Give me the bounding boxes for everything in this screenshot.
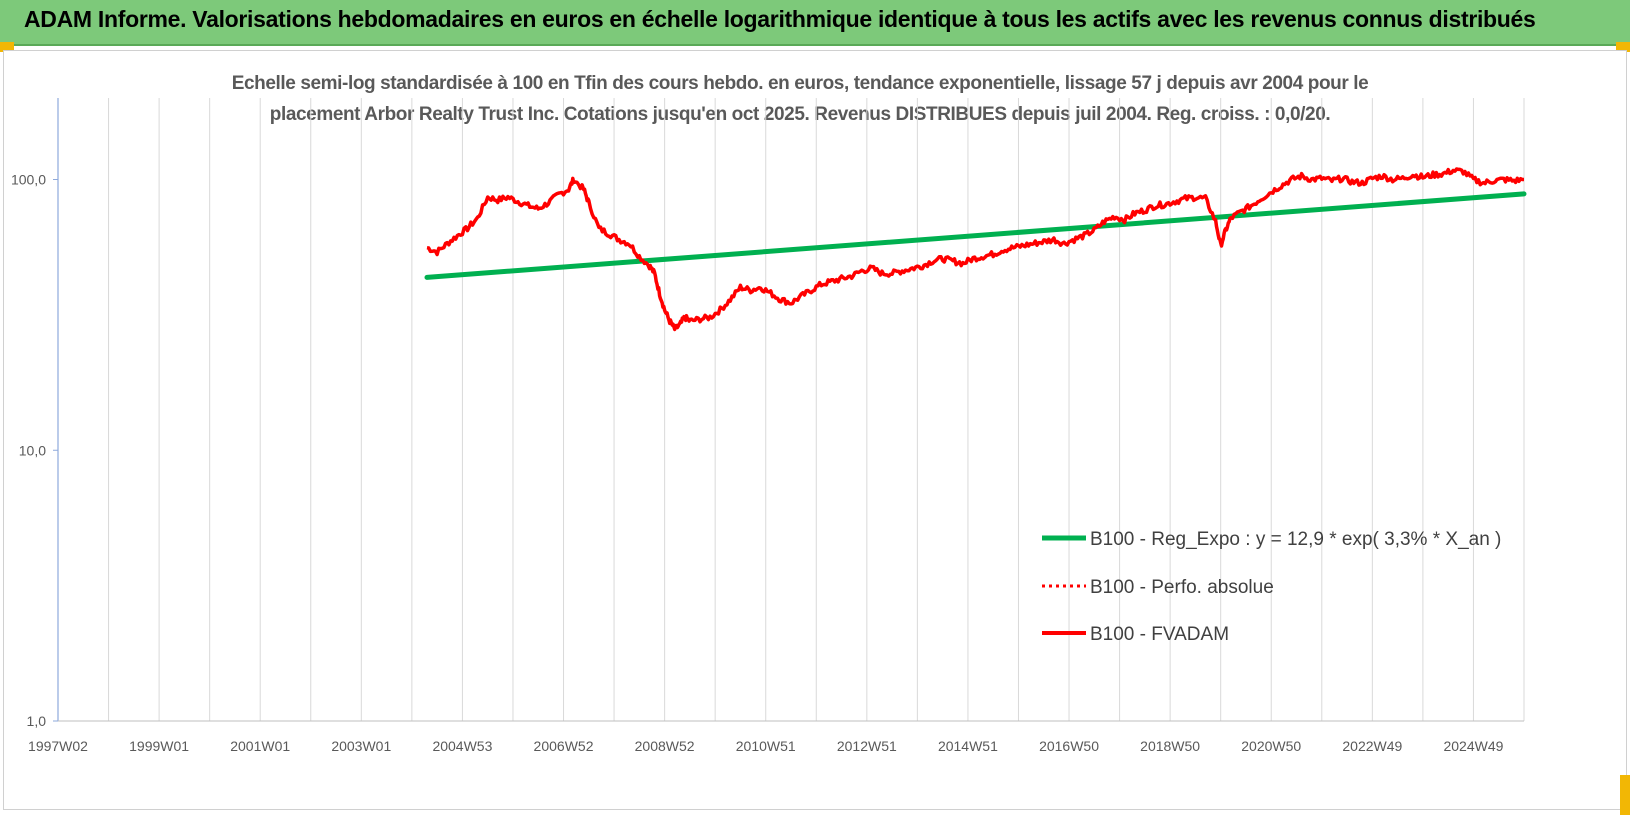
legend-entry: B100 - FVADAM xyxy=(1090,624,1229,645)
y-tick-label: 100,0 xyxy=(11,172,46,188)
y-tick-label: 1,0 xyxy=(27,713,47,729)
x-tick-label: 2018W50 xyxy=(1140,738,1200,754)
x-tick-label: 2008W52 xyxy=(635,738,695,754)
chart-frame xyxy=(3,50,1627,810)
x-tick-label: 1999W01 xyxy=(129,738,189,754)
page-title: ADAM Informe. Valorisations hebdomadaire… xyxy=(24,6,1536,32)
x-tick-label: 2006W52 xyxy=(534,738,594,754)
corner-marker-left xyxy=(0,42,14,52)
x-tick-label: 2024W49 xyxy=(1443,738,1503,754)
legend-entry: B100 - Perfo. absolue xyxy=(1090,577,1274,598)
chart-title-line-1: Echelle semi-log standardisée à 100 en T… xyxy=(231,73,1369,94)
x-tick-label: 2010W51 xyxy=(736,738,796,754)
series-line-fvadam xyxy=(426,167,1525,332)
x-tick-label: 2014W51 xyxy=(938,738,998,754)
x-tick-label: 2022W49 xyxy=(1342,738,1402,754)
chart-title-line-2: placement Arbor Realty Trust Inc. Cotati… xyxy=(269,104,1331,125)
x-tick-label: 2016W50 xyxy=(1039,738,1099,754)
x-tick-label: 2003W01 xyxy=(331,738,391,754)
x-tick-label: 2012W51 xyxy=(837,738,897,754)
corner-marker-right xyxy=(1616,42,1630,52)
chart-title: Echelle semi-log standardisée à 100 en T… xyxy=(60,68,1540,130)
x-tick-label: 2004W53 xyxy=(432,738,492,754)
x-tick-label: 2001W01 xyxy=(230,738,290,754)
header-banner: ADAM Informe. Valorisations hebdomadaire… xyxy=(0,0,1630,46)
legend-entry: B100 - Reg_Expo : y = 12,9 * exp( 3,3% *… xyxy=(1090,529,1501,550)
y-tick-label: 10,0 xyxy=(19,442,46,458)
series-line-reg-expo xyxy=(424,191,1527,280)
x-tick-label: 1997W02 xyxy=(28,738,88,754)
x-tick-label: 2020W50 xyxy=(1241,738,1301,754)
corner-marker-bottom-right xyxy=(1620,775,1630,815)
